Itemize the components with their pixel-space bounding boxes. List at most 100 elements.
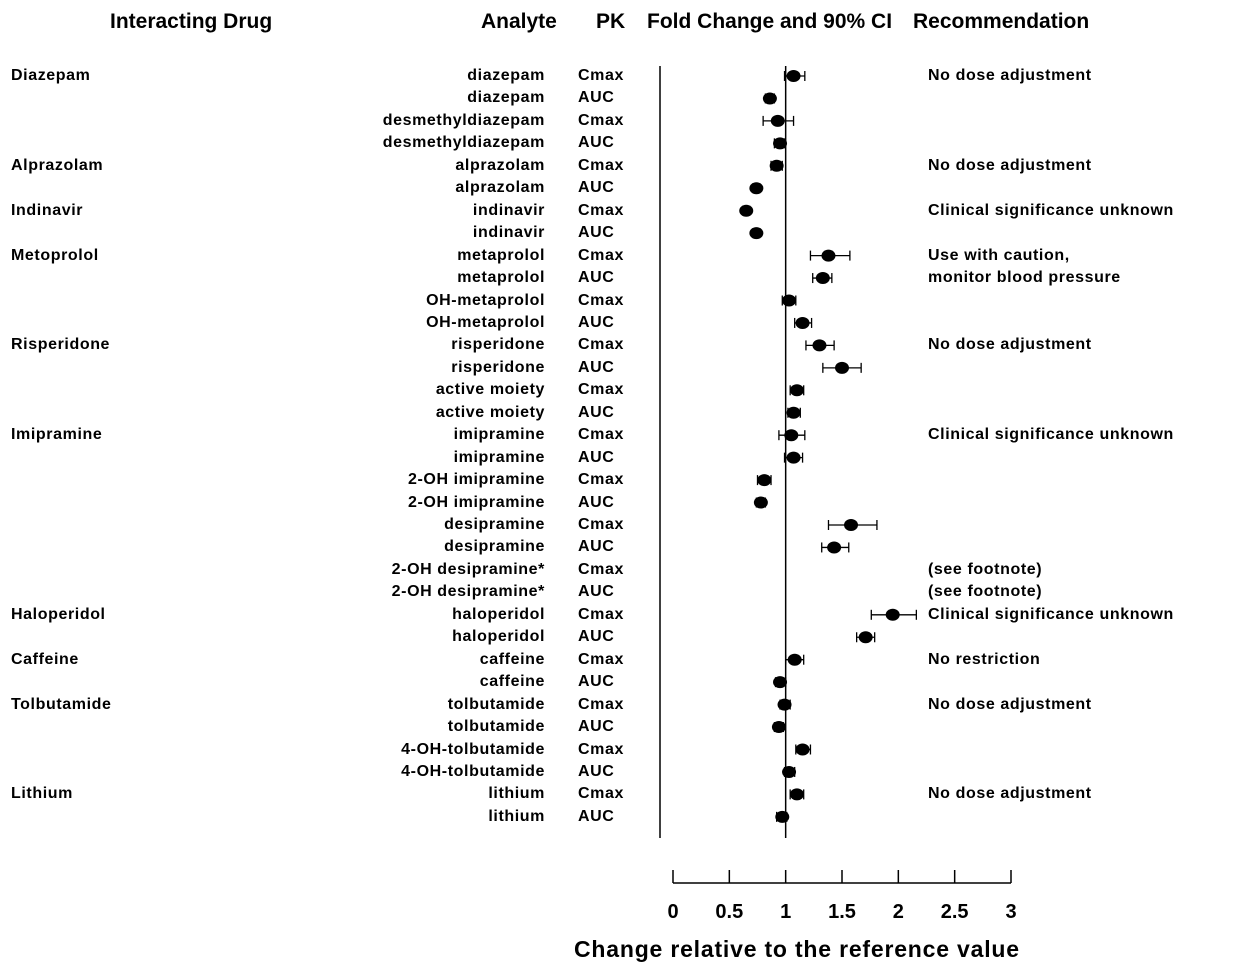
recommendation-text: (see footnote): [928, 583, 1043, 601]
pk-parameter: Cmax: [578, 605, 624, 623]
point-estimate: [786, 451, 801, 464]
point-estimate: [885, 608, 900, 621]
pk-parameter: Cmax: [578, 650, 624, 668]
point-estimate: [749, 227, 764, 240]
analyte-name: risperidone: [451, 336, 545, 354]
point-estimate: [858, 631, 873, 644]
analyte-name: haloperidol: [452, 628, 545, 646]
pk-parameter: Cmax: [578, 471, 624, 489]
pk-parameter: Cmax: [578, 201, 624, 219]
pk-parameter: AUC: [578, 718, 615, 736]
analyte-name: lithium: [488, 785, 545, 803]
pk-parameter: AUC: [578, 807, 615, 825]
point-estimate: [789, 384, 804, 397]
analyte-name: alprazolam: [455, 156, 545, 174]
pk-parameter: AUC: [578, 448, 615, 466]
drug-name: Tolbutamide: [11, 695, 112, 713]
drug-name: Haloperidol: [11, 605, 106, 623]
analyte-name: 4-OH-tolbutamide: [401, 762, 545, 780]
analyte-name: lithium: [488, 807, 545, 825]
pk-parameter: Cmax: [578, 560, 624, 578]
x-tick-label: 3: [1005, 901, 1016, 923]
point-estimate: [769, 159, 784, 172]
pk-parameter: AUC: [578, 628, 615, 646]
pk-parameter: Cmax: [578, 67, 624, 84]
point-estimate: [762, 92, 777, 105]
pk-parameter: Cmax: [578, 695, 624, 713]
point-estimate: [815, 272, 830, 285]
point-estimate: [773, 676, 788, 689]
analyte-name: imipramine: [453, 448, 545, 466]
point-estimate: [782, 294, 797, 307]
point-estimate: [786, 70, 801, 82]
analyte-name: desmethyldiazepam: [382, 111, 545, 129]
pk-parameter: Cmax: [578, 785, 624, 803]
x-tick-label: 1.5: [828, 901, 856, 923]
analyte-name: tolbutamide: [447, 695, 545, 713]
analyte-name: haloperidol: [452, 605, 545, 623]
point-estimate: [777, 698, 792, 711]
header-fold-change: Fold Change and 90% CI: [647, 10, 893, 33]
analyte-name: active moiety: [435, 403, 545, 421]
drug-name: Imipramine: [11, 426, 103, 444]
pk-parameter: Cmax: [578, 156, 624, 174]
x-axis-label: Change relative to the reference value: [574, 936, 1020, 962]
pk-parameter: AUC: [578, 583, 615, 601]
analyte-name: OH-metaprolol: [426, 291, 545, 309]
analyte-name: imipramine: [453, 426, 545, 444]
analyte-name: 2-OH imipramine: [407, 493, 545, 511]
drug-name: Metoprolol: [11, 246, 99, 264]
pk-parameter: AUC: [578, 762, 615, 780]
point-estimate: [757, 474, 772, 487]
recommendation-text: No dose adjustment: [928, 336, 1092, 354]
x-tick-label: 2: [893, 901, 904, 923]
pk-parameter: AUC: [578, 179, 615, 197]
drug-name: Diazepam: [11, 67, 91, 84]
point-estimate: [770, 114, 785, 127]
point-estimate: [789, 788, 804, 801]
point-estimate: [821, 249, 836, 262]
pk-parameter: Cmax: [578, 740, 624, 758]
analyte-name: metaprolol: [457, 246, 545, 264]
point-estimate: [786, 406, 801, 419]
recommendation-text: No dose adjustment: [928, 695, 1092, 713]
analyte-name: diazepam: [467, 67, 545, 84]
point-estimate: [753, 496, 768, 509]
pk-parameter: Cmax: [578, 246, 624, 264]
point-estimate: [795, 316, 810, 329]
recommendation-text: No dose adjustment: [928, 156, 1092, 174]
x-tick-label: 2.5: [941, 901, 969, 923]
point-estimate: [835, 361, 849, 374]
point-estimate: [739, 204, 754, 217]
pk-parameter: AUC: [578, 493, 615, 511]
analyte-name: caffeine: [479, 673, 545, 691]
point-estimate: [812, 339, 827, 352]
analyte-name: 4-OH-tolbutamide: [401, 740, 545, 758]
analyte-name: diazepam: [467, 89, 545, 107]
analyte-name: tolbutamide: [447, 718, 545, 736]
drug-name: Lithium: [11, 785, 73, 803]
analyte-name: indinavir: [472, 224, 545, 242]
point-estimate: [749, 182, 764, 195]
pk-parameter: Cmax: [578, 516, 624, 533]
header-recommendation: Recommendation: [913, 10, 1090, 33]
point-estimate: [773, 137, 788, 150]
point-estimate: [795, 743, 810, 756]
analyte-name: OH-metaprolol: [426, 313, 545, 331]
drug-name: Indinavir: [11, 201, 84, 219]
recommendation-text: Use with caution,: [928, 246, 1070, 264]
recommendation-text: Clinical significance unknown: [928, 605, 1174, 623]
analyte-name: 2-OH desipramine*: [391, 583, 545, 601]
recommendation-text: (see footnote): [928, 560, 1043, 578]
analyte-name: indinavir: [472, 201, 545, 219]
recommendation-text: No restriction: [928, 650, 1041, 668]
header-interacting-drug: Interacting Drug: [110, 10, 273, 33]
point-estimate: [784, 429, 799, 442]
drug-name: Caffeine: [11, 650, 79, 668]
point-estimate: [827, 541, 842, 554]
pk-parameter: Cmax: [578, 381, 624, 399]
drug-name: Risperidone: [11, 336, 111, 354]
pk-parameter: AUC: [578, 313, 615, 331]
x-tick-label: 0.5: [715, 901, 743, 923]
